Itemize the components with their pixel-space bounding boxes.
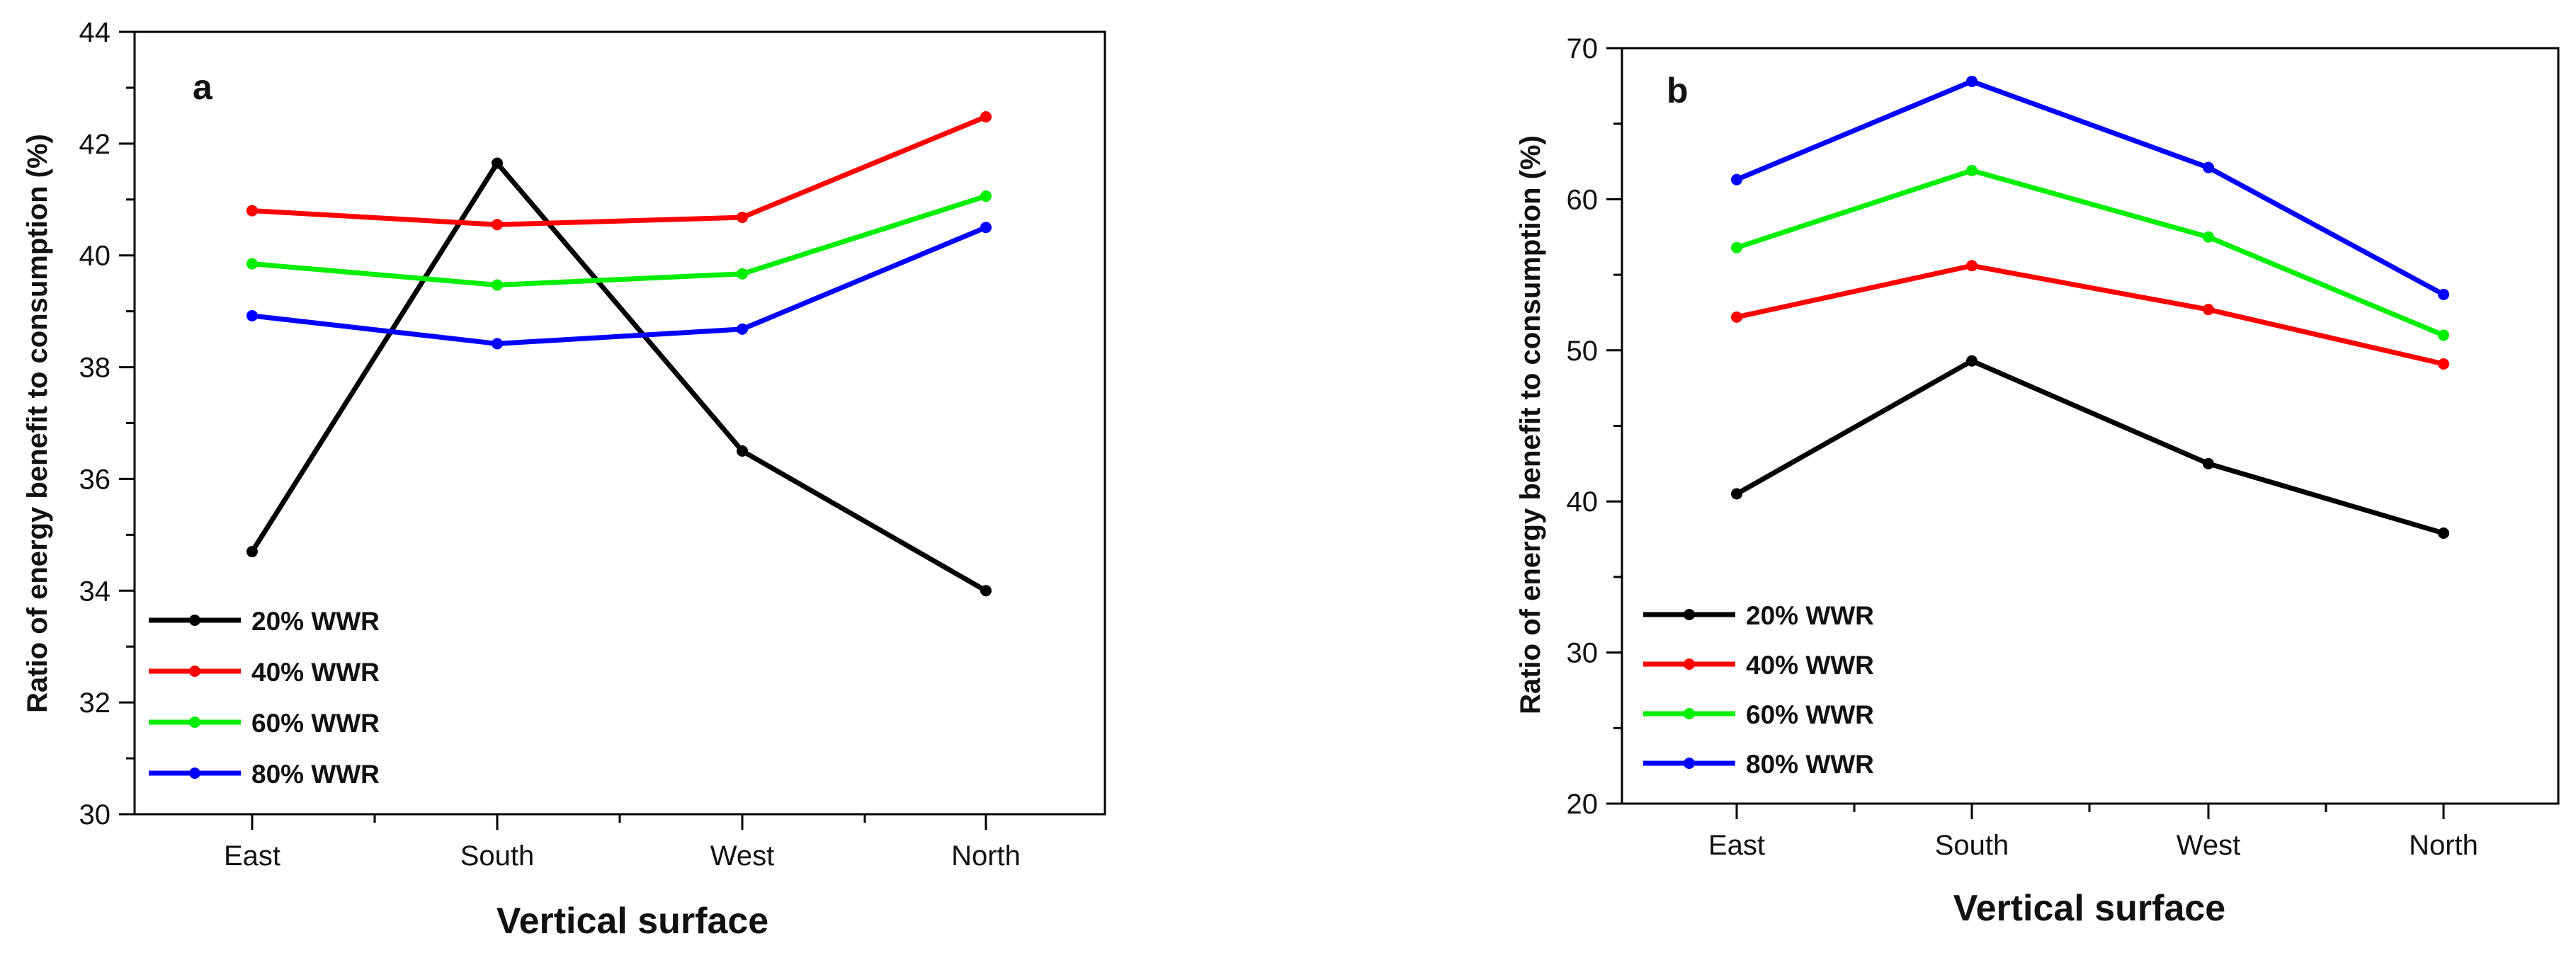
data-point-40-wwr [1731, 311, 1742, 323]
legend-label: 40% WWR [251, 658, 380, 687]
legend-label: 60% WWR [1746, 700, 1874, 729]
legend-label: 80% WWR [1746, 750, 1874, 779]
series-group [246, 110, 992, 597]
series-line-80-wwr [1735, 79, 2445, 297]
legend-label: 60% WWR [251, 709, 380, 738]
y-tick-label: 38 [79, 353, 111, 384]
data-point-60-wwr [737, 268, 748, 280]
legend-marker [189, 615, 200, 626]
legend-label: 20% WWR [251, 607, 380, 636]
y-axis-ticks: 20 30 40 50 60 70 [1567, 33, 1622, 820]
data-point-40-wwr [1966, 260, 1978, 272]
data-point-60-wwr [246, 258, 258, 270]
data-point-60-wwr [2438, 329, 2449, 341]
y-tick-label: 36 [79, 464, 111, 495]
y-axis-title: Ratio of energy benefit to consumption (… [1515, 135, 1546, 714]
data-point-20-wwr [2203, 457, 2214, 469]
y-tick-label: 20 [1567, 789, 1599, 820]
data-point-40-wwr [980, 110, 992, 122]
data-point-40-wwr [2438, 358, 2449, 370]
data-point-20-wwr [492, 157, 503, 169]
x-axis-title: Vertical surface [1953, 888, 2225, 929]
series-line-60-wwr [251, 193, 987, 288]
data-point-80-wwr [492, 338, 503, 350]
data-point-60-wwr [1966, 164, 1978, 176]
legend: 20% WWR 40% WWR 60% WWR 80% WWR [149, 607, 380, 789]
data-point-20-wwr [246, 546, 258, 558]
chart-panel-b: 20 30 40 50 60 70 East South West North b Vertic… [1515, 33, 2560, 929]
legend-marker [1684, 708, 1695, 719]
data-point-80-wwr [246, 309, 258, 321]
y-tick-label: 60 [1567, 184, 1599, 215]
panel-label: b [1667, 71, 1689, 110]
data-point-60-wwr [980, 190, 992, 202]
legend-marker [1684, 658, 1695, 670]
panel-label: a [193, 67, 213, 107]
y-tick-label: 50 [1567, 336, 1599, 367]
data-point-20-wwr [2438, 527, 2449, 540]
legend-label: 40% WWR [1746, 651, 1874, 680]
x-tick-label: West [710, 840, 774, 872]
series-line-40-wwr [1736, 263, 2444, 367]
x-axis-title: Vertical surface [497, 901, 768, 942]
data-point-80-wwr [2203, 161, 2214, 173]
x-axis-ticks: East South West North [224, 814, 1021, 872]
series-line-20-wwr [1735, 358, 2444, 536]
data-point-60-wwr [1731, 241, 1742, 253]
plot-area-border [1621, 47, 2560, 805]
series-line-40-wwr [251, 114, 987, 227]
data-point-20-wwr [737, 445, 748, 457]
series-group [1731, 75, 2449, 540]
y-tick-label: 34 [79, 576, 111, 607]
legend: 20% WWR 40% WWR 60% WWR 80% WWR [1643, 601, 1874, 779]
y-tick-label: 32 [79, 687, 111, 719]
x-tick-label: East [224, 840, 280, 872]
data-point-40-wwr [2203, 304, 2214, 316]
data-point-40-wwr [246, 205, 258, 217]
legend-marker [1684, 609, 1695, 620]
y-tick-label: 30 [1567, 638, 1599, 669]
x-tick-label: North [2409, 830, 2478, 861]
legend-marker [189, 717, 200, 728]
chart-panel-a: 30 32 34 36 38 40 42 44 East South West North a Ve… [22, 17, 1106, 942]
legend-marker [1684, 758, 1695, 769]
y-tick-label: 44 [79, 17, 111, 48]
data-point-80-wwr [980, 222, 992, 234]
y-tick-label: 40 [1567, 486, 1599, 518]
data-point-60-wwr [492, 279, 503, 291]
data-point-40-wwr [737, 212, 748, 224]
data-point-40-wwr [492, 219, 503, 231]
x-tick-label: East [1708, 830, 1765, 861]
y-axis-title: Ratio of energy benefit to consumption (… [22, 134, 53, 713]
data-point-80-wwr [737, 323, 748, 335]
legend-label: 80% WWR [251, 760, 380, 789]
y-tick-label: 70 [1567, 33, 1599, 64]
data-point-60-wwr [2203, 231, 2214, 243]
y-axis-ticks: 30 32 34 36 38 40 42 44 [79, 17, 135, 831]
legend-marker [189, 666, 200, 677]
series-line-60-wwr [1735, 168, 2445, 338]
legend-marker [189, 767, 200, 779]
data-point-20-wwr [1966, 355, 1978, 367]
x-tick-label: West [2177, 830, 2240, 861]
data-point-20-wwr [1731, 488, 1742, 500]
series-line-20-wwr [250, 160, 987, 593]
data-point-80-wwr [1731, 173, 1742, 186]
series-line-80-wwr [251, 225, 987, 346]
x-tick-label: North [951, 840, 1021, 872]
y-tick-label: 42 [79, 129, 111, 160]
data-point-20-wwr [980, 585, 992, 597]
data-point-80-wwr [2438, 288, 2449, 300]
legend-label: 20% WWR [1746, 601, 1874, 630]
data-point-80-wwr [1966, 75, 1978, 87]
y-tick-label: 30 [79, 799, 111, 831]
x-tick-label: South [460, 840, 535, 872]
x-axis-ticks: East South West North [1708, 804, 2478, 861]
y-tick-label: 40 [79, 241, 111, 272]
plot-area-border [133, 30, 1106, 816]
x-tick-label: South [1935, 830, 2009, 861]
